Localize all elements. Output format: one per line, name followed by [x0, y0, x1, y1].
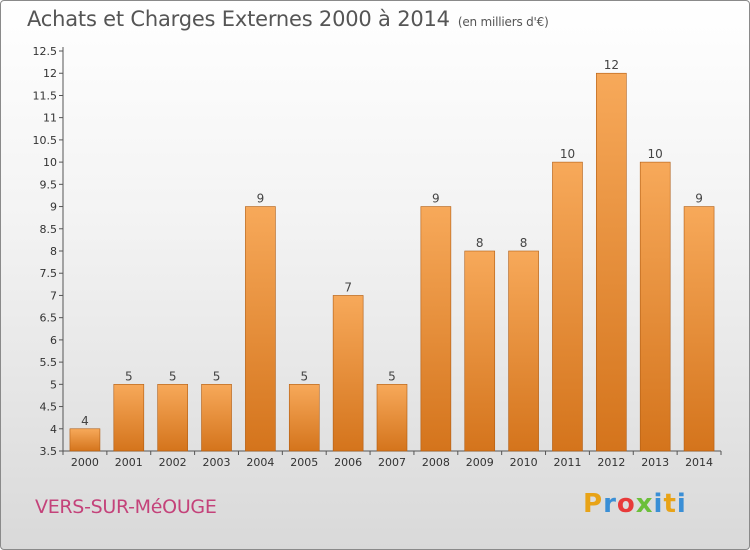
y-tick-label: 11	[43, 112, 57, 125]
data-label: 10	[648, 147, 663, 161]
x-tick-label: 2009	[466, 456, 494, 469]
data-label: 5	[300, 369, 308, 383]
bar	[596, 72, 627, 452]
x-tick-label: 2010	[510, 456, 538, 469]
y-tick-label: 9.5	[40, 178, 58, 191]
data-label: 7	[344, 280, 352, 294]
bar	[245, 206, 276, 452]
bar	[683, 206, 715, 452]
x-tick-label: 2000	[71, 456, 99, 469]
x-tick-label: 2003	[203, 456, 231, 469]
y-tick-label: 7	[50, 289, 57, 302]
x-tick-label: 2001	[115, 456, 143, 469]
logo-letter: r	[603, 489, 617, 519]
bar	[552, 161, 583, 452]
data-label: 5	[169, 369, 177, 383]
logo-letter: i	[653, 489, 664, 519]
x-tick-label: 2012	[597, 456, 625, 469]
data-label: 8	[520, 236, 528, 250]
y-tick-label: 3.5	[40, 445, 58, 458]
y-tick-label: 9	[50, 201, 57, 214]
x-tick-label: 2011	[553, 456, 581, 469]
data-label: 5	[388, 369, 396, 383]
y-tick-label: 4	[50, 423, 57, 436]
bar	[464, 250, 496, 452]
logo-letter: o	[616, 489, 636, 519]
y-tick-label: 5	[50, 378, 57, 391]
data-label: 4	[81, 414, 89, 428]
x-tick-label: 2007	[378, 456, 406, 469]
data-label: 9	[257, 192, 265, 206]
x-tick-label: 2004	[246, 456, 274, 469]
bar	[639, 161, 671, 452]
y-tick-label: 8	[50, 245, 57, 258]
x-tick-label: 2008	[422, 456, 450, 469]
bar	[201, 384, 232, 452]
title-text: Achats et Charges Externes 2000 à 2014	[27, 7, 450, 31]
x-tick-label: 2013	[641, 456, 669, 469]
city-name: VERS-SUR-MéOUGE	[35, 496, 217, 518]
data-label: 9	[695, 192, 703, 206]
logo-letter: P	[583, 489, 604, 519]
y-tick-label: 11.5	[33, 89, 58, 102]
data-label: 9	[432, 192, 440, 206]
data-label: 5	[213, 369, 221, 383]
y-tick-label: 4.5	[40, 401, 58, 414]
bar	[420, 206, 452, 452]
data-label: 10	[560, 147, 575, 161]
data-label: 12	[604, 58, 619, 72]
bar	[376, 384, 408, 452]
x-tick-label: 2002	[159, 456, 187, 469]
data-label: 8	[476, 236, 484, 250]
bar	[69, 428, 101, 452]
unit-label: (en milliers d'€)	[457, 15, 549, 29]
y-tick-label: 12	[43, 67, 57, 80]
y-tick-label: 10	[43, 156, 57, 169]
logo-letter: x	[635, 489, 654, 519]
y-tick-label: 6	[50, 334, 57, 347]
data-label: 5	[125, 369, 133, 383]
y-tick-label: 8.5	[40, 223, 58, 236]
bar	[157, 384, 188, 452]
proxiti-logo: Proxiti	[583, 489, 687, 519]
y-tick-label: 10.5	[33, 134, 58, 147]
y-tick-label: 12.5	[33, 45, 58, 58]
y-tick-label: 6.5	[40, 312, 58, 325]
logo-letter: i	[676, 489, 687, 519]
logo-letter: t	[663, 489, 677, 519]
bar	[508, 250, 539, 452]
bar	[332, 295, 364, 452]
bar	[288, 384, 320, 452]
bar	[113, 384, 145, 452]
x-tick-label: 2005	[290, 456, 318, 469]
x-tick-label: 2006	[334, 456, 362, 469]
chart-title: Achats et Charges Externes 2000 à 2014 (e…	[27, 7, 549, 31]
y-tick-label: 7.5	[40, 267, 58, 280]
y-tick-label: 5.5	[40, 356, 58, 369]
x-tick-label: 2014	[685, 456, 713, 469]
